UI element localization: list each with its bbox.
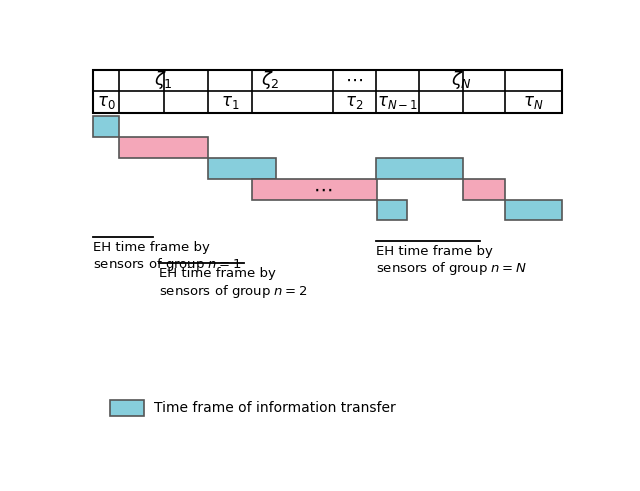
Bar — [252, 179, 377, 199]
Text: EH time frame by
sensors of group $n=2$: EH time frame by sensors of group $n=2$ — [159, 267, 308, 300]
Text: $\cdots$: $\cdots$ — [346, 71, 364, 89]
Bar — [376, 158, 463, 179]
Text: Time frame of information transfer: Time frame of information transfer — [154, 401, 396, 415]
Text: $\zeta_2$: $\zeta_2$ — [261, 69, 280, 91]
Text: $\tau_{N-1}$: $\tau_{N-1}$ — [377, 93, 418, 111]
Text: $\tau_1$: $\tau_1$ — [221, 93, 239, 111]
Bar — [208, 158, 276, 179]
Bar — [110, 400, 145, 416]
Bar — [119, 137, 208, 158]
Text: $\zeta_N$: $\zeta_N$ — [451, 69, 472, 91]
Text: EH time frame by
sensors of group $n=N$: EH time frame by sensors of group $n=N$ — [376, 245, 527, 277]
Bar — [505, 199, 562, 220]
Bar — [93, 70, 562, 112]
Text: $\cdots$: $\cdots$ — [314, 180, 333, 199]
Bar — [377, 199, 407, 220]
Bar — [463, 179, 505, 199]
Text: EH time frame by
sensors of group $n=1$: EH time frame by sensors of group $n=1$ — [93, 241, 242, 273]
Text: $\zeta_1$: $\zeta_1$ — [154, 69, 173, 91]
Text: $\tau_0$: $\tau_0$ — [97, 93, 115, 111]
Text: $\tau_2$: $\tau_2$ — [345, 93, 364, 111]
Bar — [93, 116, 119, 137]
Text: $\tau_N$: $\tau_N$ — [523, 93, 543, 111]
